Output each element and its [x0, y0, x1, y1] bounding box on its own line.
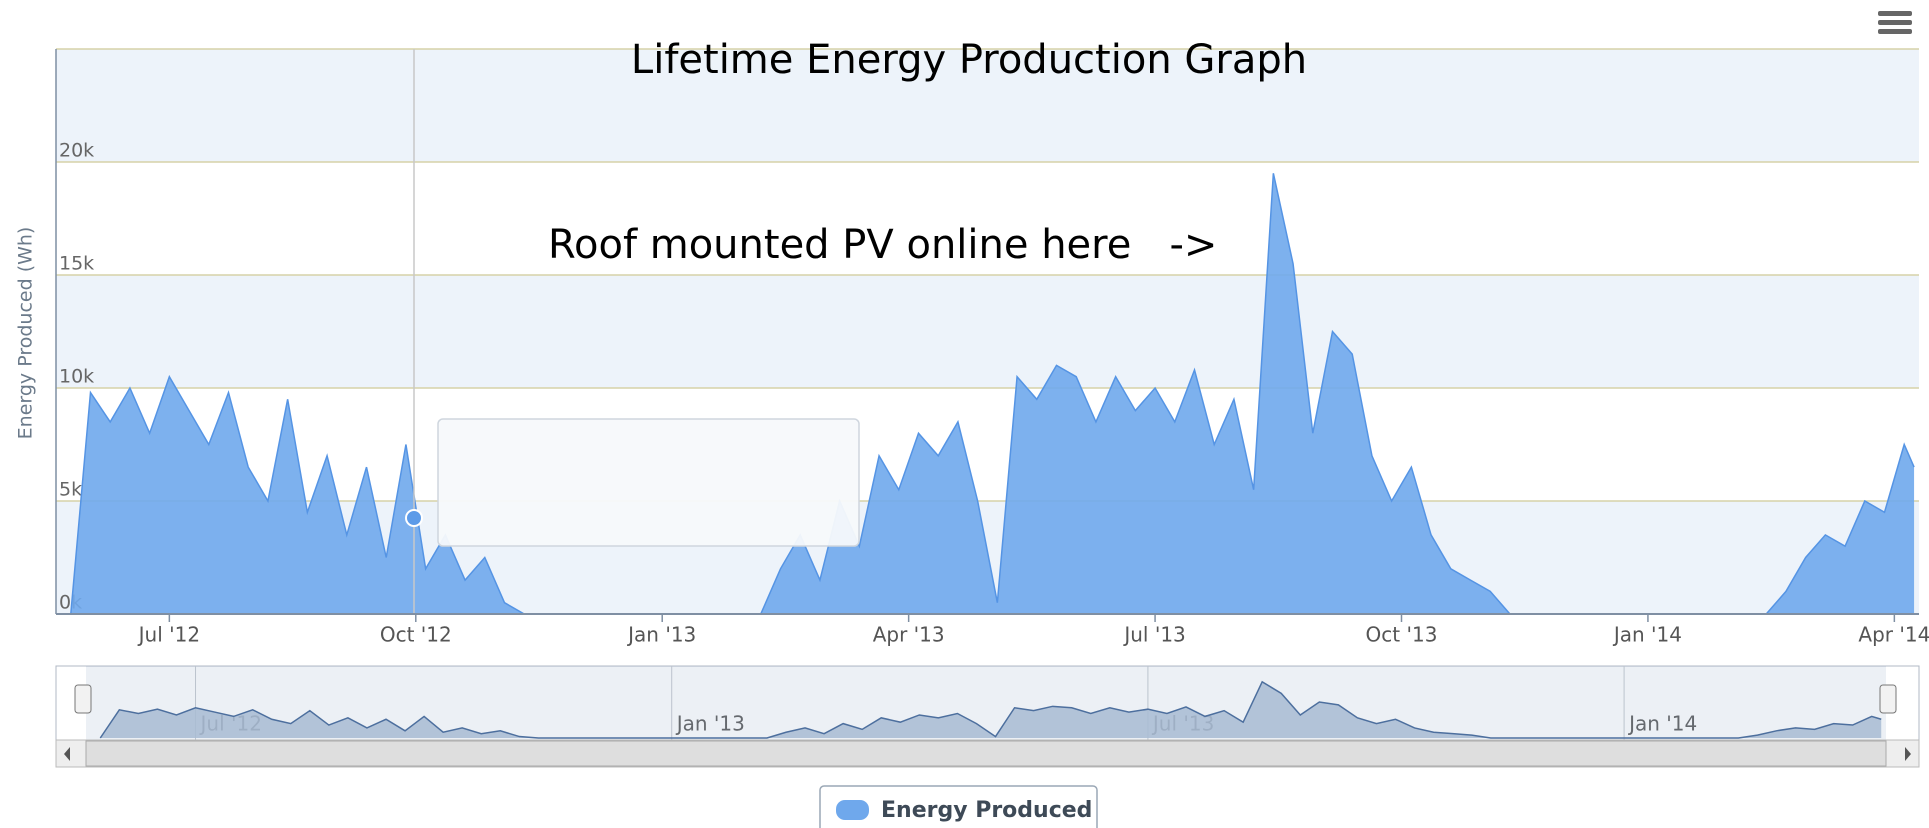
x-tick-label: Apr '13 — [873, 623, 945, 647]
x-tick-label: Jan '14 — [1612, 623, 1682, 647]
hover-marker — [405, 509, 423, 527]
area — [70, 173, 1915, 615]
navigator-area — [100, 681, 1882, 738]
legend-box — [819, 785, 1098, 828]
plot-band — [56, 275, 1919, 388]
scroll-left[interactable] — [64, 747, 70, 761]
y-tick-label: 10k — [59, 366, 94, 388]
scrollbar-thumb[interactable] — [85, 740, 1887, 767]
plot-band — [56, 49, 1919, 162]
menu-bar — [1878, 29, 1912, 34]
navigator-handle[interactable] — [1879, 684, 1897, 714]
y-tick-label: 20k — [59, 140, 94, 162]
y-tick-label: 15k — [59, 253, 94, 275]
menu-bar — [1878, 20, 1912, 25]
y-axis-title: Energy Produced (Wh) — [15, 227, 37, 440]
x-tick-label: Apr '14 — [1858, 623, 1929, 647]
menu-bar — [1878, 11, 1912, 16]
legend-label[interactable]: Energy Produced — [881, 798, 1092, 823]
annotation: Roof mounted PV online here -> — [548, 222, 1217, 268]
navigator-line — [99, 680, 1882, 739]
tooltip — [437, 418, 860, 547]
x-tick-label: Jul '13 — [1122, 623, 1185, 647]
menu-button[interactable] — [1876, 8, 1916, 38]
navigator-mask — [86, 666, 1886, 740]
x-tick-label: Oct '12 — [380, 623, 452, 647]
navigator-tick-label: Jan '14 — [1627, 712, 1697, 736]
scroll-right[interactable] — [1905, 747, 1911, 761]
y-tick-label: 5k — [59, 479, 82, 501]
navigator-tick-label: Jan '13 — [675, 712, 745, 736]
legend-symbol[interactable] — [836, 800, 869, 820]
x-tick-label: Oct '13 — [1366, 623, 1438, 647]
x-tick-label: Jul '12 — [137, 623, 200, 647]
chart-title: Lifetime Energy Production Graph — [631, 37, 1307, 83]
x-tick-label: Jan '13 — [626, 623, 696, 647]
plot-bands — [56, 49, 1919, 614]
navigator-handle[interactable] — [74, 684, 92, 714]
